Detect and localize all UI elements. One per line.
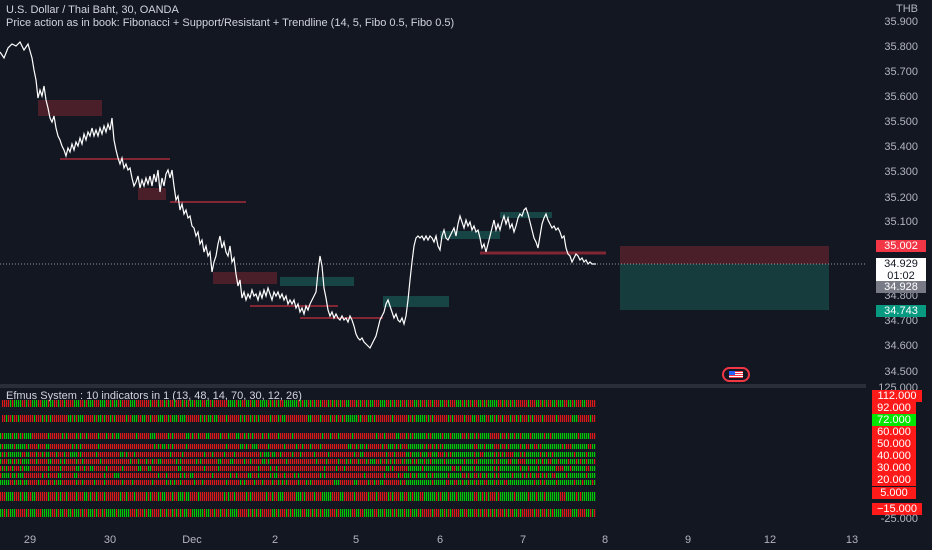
price-axis[interactable]: THB 35.900 35.800 35.700 35.600 35.500 35.400… xyxy=(866,0,932,528)
indicator-level-tag: 92.000 xyxy=(872,402,916,414)
time-axis[interactable]: 29 30 Dec 2 5 6 7 8 9 12 13 xyxy=(0,528,866,550)
price-line xyxy=(0,40,596,350)
currency-label: THB xyxy=(896,3,918,15)
support-box xyxy=(440,231,500,239)
time-tick-label: 30 xyxy=(103,534,117,546)
indicator-scale-bottom: -25.000 xyxy=(880,513,918,525)
resistance-box xyxy=(38,100,102,116)
indicator-level-tag: 30.000 xyxy=(872,462,916,474)
indicator-row xyxy=(2,400,596,407)
resistance-box xyxy=(213,272,277,284)
price-tick-label: 34.800 xyxy=(884,290,918,302)
price-tick-label: 35.600 xyxy=(884,91,918,103)
indicator-row xyxy=(2,415,596,422)
resistance-box xyxy=(138,188,166,200)
crosshair-price-tag: 34.928 xyxy=(876,281,926,293)
target-price-tag: 35.002 xyxy=(876,240,926,252)
stop-price-tag: 34.743 xyxy=(876,305,926,317)
countdown-tag: 01:02 xyxy=(876,270,926,282)
indicator-level-tag: 112.000 xyxy=(872,390,922,402)
indicator-title[interactable]: Price action as in book: Fibonacci + Sup… xyxy=(6,17,455,29)
indicator-row xyxy=(0,444,596,449)
price-tick-label: 35.400 xyxy=(884,141,918,153)
time-tick-label: 13 xyxy=(845,534,859,546)
indicator-row xyxy=(0,480,596,485)
stop-zone[interactable] xyxy=(620,264,829,310)
indicator-row xyxy=(0,433,596,439)
price-tick-label: 35.100 xyxy=(884,216,918,228)
indicator-row xyxy=(0,452,596,457)
indicator-level-tag: 5.000 xyxy=(872,487,916,499)
indicator-row xyxy=(0,459,596,464)
indicator-level-tag: 50.000 xyxy=(872,438,916,450)
indicator-level-tag: 40.000 xyxy=(872,450,916,462)
indicator-level-tag: 72.000 xyxy=(872,414,916,426)
indicator-canvas xyxy=(0,400,596,517)
price-tick-label: 35.700 xyxy=(884,66,918,78)
indicator-row xyxy=(0,492,596,501)
time-tick-label: 6 xyxy=(436,534,444,546)
time-tick-label: 2 xyxy=(271,534,279,546)
indicator-pane[interactable]: Efmus System : 10 indicators in 1 (13, 4… xyxy=(0,388,866,526)
indicator-row xyxy=(0,509,596,517)
price-tick-label: 35.900 xyxy=(884,16,918,28)
time-tick-label: Dec xyxy=(182,534,202,546)
indicator-pane-title[interactable]: Efmus System : 10 indicators in 1 (13, 4… xyxy=(6,390,302,402)
indicator-row xyxy=(0,466,596,471)
time-tick-label: 7 xyxy=(519,534,527,546)
us-flag-icon[interactable] xyxy=(722,367,750,382)
price-chart-canvas[interactable] xyxy=(0,0,866,384)
price-tick-label: 34.600 xyxy=(884,340,918,352)
price-tick-label: 35.300 xyxy=(884,166,918,178)
time-tick-label: 12 xyxy=(763,534,777,546)
last-price-tag: 34.929 xyxy=(876,258,926,270)
price-tick-label: 35.200 xyxy=(884,192,918,204)
support-box xyxy=(500,212,552,218)
pane-divider[interactable] xyxy=(0,384,866,388)
symbol-title[interactable]: U.S. Dollar / Thai Baht, 30, OANDA xyxy=(6,4,179,16)
time-tick-label: 8 xyxy=(601,534,609,546)
indicator-level-tag: 20.000 xyxy=(872,474,916,486)
target-zone[interactable] xyxy=(620,246,829,264)
price-tick-label: 34.500 xyxy=(884,366,918,378)
price-chart-pane[interactable]: U.S. Dollar / Thai Baht, 30, OANDA Price… xyxy=(0,0,866,384)
indicator-level-tag: −15.000 xyxy=(872,503,922,515)
support-box xyxy=(383,296,449,307)
time-tick-label: 5 xyxy=(352,534,360,546)
price-tick-label: 35.800 xyxy=(884,41,918,53)
indicator-row xyxy=(0,473,596,478)
time-tick-label: 29 xyxy=(23,534,37,546)
price-tick-label: 34.700 xyxy=(884,315,918,327)
time-tick-label: 9 xyxy=(684,534,692,546)
price-tick-label: 35.500 xyxy=(884,116,918,128)
indicator-level-tag: 60.000 xyxy=(872,426,916,438)
